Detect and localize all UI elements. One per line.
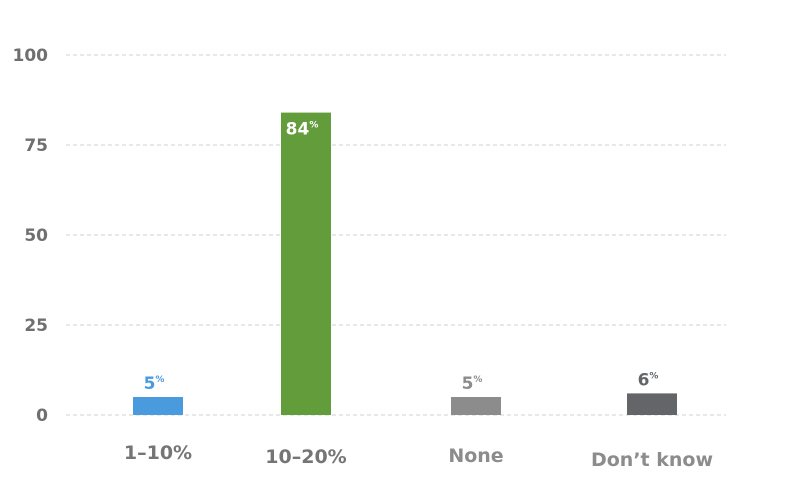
x-category-label: Don’t know <box>591 449 713 471</box>
y-tick-label: 75 <box>24 136 48 156</box>
value-label: 84% <box>286 120 319 140</box>
bar <box>133 397 183 415</box>
bar <box>281 112 331 415</box>
y-tick-label: 0 <box>36 406 48 426</box>
y-tick-label: 50 <box>24 226 48 246</box>
value-label: 5% <box>462 374 483 394</box>
gridlines <box>66 54 726 416</box>
x-category-label: 1–10% <box>124 442 192 464</box>
bar <box>451 397 501 415</box>
y-axis-ticks: 0 25 50 75 100 <box>13 46 49 426</box>
x-category-label: None <box>448 445 503 467</box>
bar <box>627 393 677 415</box>
y-tick-label: 25 <box>24 316 48 336</box>
value-labels: 5% 84% 5% 6% <box>144 120 659 394</box>
x-axis-categories: 1–10% 10–20% None Don’t know <box>124 442 713 471</box>
bars <box>133 112 677 415</box>
x-category-label: 10–20% <box>265 446 346 468</box>
y-tick-label: 100 <box>13 46 49 66</box>
value-label: 5% <box>144 374 165 394</box>
value-label: 6% <box>638 370 659 390</box>
